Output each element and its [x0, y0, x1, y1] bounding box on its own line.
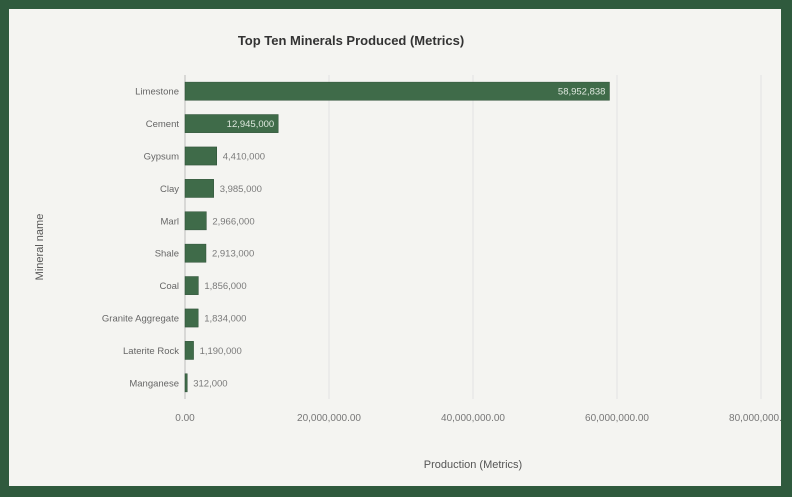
data-label: 2,913,000	[212, 249, 254, 260]
data-label: 312,000	[193, 378, 227, 389]
bar	[184, 276, 199, 295]
y-tick-label: Manganese	[129, 378, 179, 389]
bar	[184, 81, 610, 101]
data-label: 2,966,000	[212, 216, 254, 227]
data-label: 3,985,000	[220, 184, 262, 195]
bar	[184, 179, 214, 198]
y-tick-label: Clay	[160, 184, 179, 195]
y-tick-label: Laterite Rock	[123, 346, 179, 357]
bar	[184, 211, 207, 231]
y-tick-labels: Limestone Cement Gypsum Clay Marl Shale Coal Gr…	[102, 87, 179, 390]
data-label: 1,834,000	[204, 314, 246, 325]
bar-chart: Top Ten Minerals Produced (Metrics) Prod…	[34, 33, 781, 471]
x-tick-label: 80,000,000.00	[729, 413, 781, 424]
chart-title: Top Ten Minerals Produced (Metrics)	[238, 33, 464, 48]
bars	[184, 81, 610, 393]
bar	[184, 308, 199, 328]
y-tick-label: Shale	[155, 249, 179, 260]
x-tick-label: 0.00	[175, 413, 195, 424]
x-tick-label: 40,000,000.00	[441, 413, 505, 424]
bar	[184, 341, 194, 360]
y-tick-label: Cement	[146, 119, 180, 130]
data-labels: 58,952,838 12,945,000 4,410,000 3,985,000 2,…	[193, 87, 605, 390]
chart-frame: Top Ten Minerals Produced (Metrics) Prod…	[9, 9, 781, 486]
data-label: 4,410,000	[223, 152, 265, 163]
y-axis-label: Mineral name	[34, 214, 46, 281]
y-tick-label: Limestone	[135, 87, 179, 98]
x-tick-label: 20,000,000.00	[297, 413, 361, 424]
bar	[184, 114, 279, 133]
bar	[184, 146, 218, 166]
data-label: 58,952,838	[558, 87, 606, 98]
data-label: 1,190,000	[200, 346, 242, 357]
x-tick-labels: 0.00 20,000,000.00 40,000,000.00 60,000,000…	[175, 413, 781, 424]
bar	[184, 243, 207, 263]
y-tick-label: Coal	[159, 281, 179, 292]
x-tick-label: 60,000,000.00	[585, 413, 649, 424]
y-tick-label: Gypsum	[144, 152, 179, 163]
bar	[184, 373, 188, 393]
data-label: 1,856,000	[204, 281, 246, 292]
y-tick-label: Marl	[161, 216, 179, 227]
data-label: 12,945,000	[227, 119, 275, 130]
y-tick-label: Granite Aggregate	[102, 314, 179, 325]
x-axis-label: Production (Metrics)	[424, 459, 522, 471]
